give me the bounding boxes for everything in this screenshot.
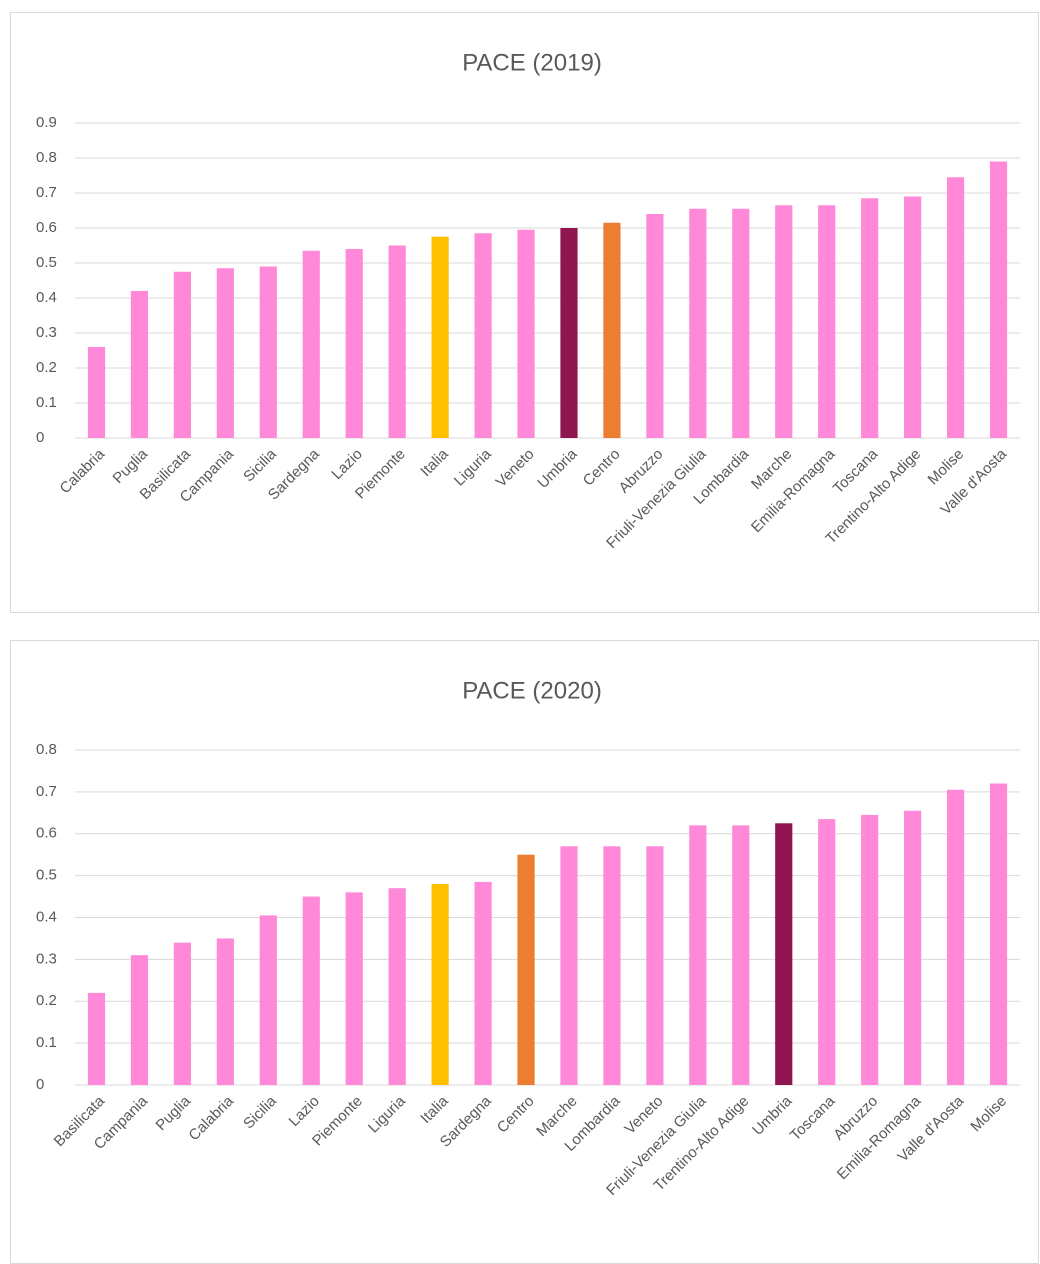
- bar: [474, 881, 492, 1085]
- bar: [603, 222, 621, 438]
- chart-title: PACE (2020): [462, 677, 602, 704]
- y-tick-label: 0.5: [36, 867, 57, 884]
- bar: [732, 825, 750, 1085]
- bar: [130, 955, 149, 1085]
- bar: [603, 846, 621, 1085]
- y-tick-label: 0.4: [36, 289, 57, 306]
- bar: [775, 823, 793, 1085]
- bar: [431, 884, 449, 1085]
- bar: [989, 161, 1008, 438]
- y-tick-label: 0.1: [36, 1034, 57, 1051]
- y-tick-label: 0.1: [36, 394, 57, 411]
- y-tick-label: 0.9: [36, 114, 57, 131]
- bar: [388, 245, 406, 438]
- bar: [560, 228, 578, 438]
- bar: [173, 942, 191, 1085]
- bar: [302, 250, 320, 438]
- bar: [646, 846, 664, 1085]
- bar: [946, 177, 965, 438]
- y-tick-label: 0.2: [36, 992, 57, 1009]
- chart-title: PACE (2019): [462, 49, 602, 76]
- y-tick-label: 0.3: [36, 950, 57, 967]
- bar: [87, 992, 106, 1085]
- bar: [946, 789, 965, 1085]
- y-tick-label: 0.8: [36, 149, 57, 166]
- bar: [431, 236, 449, 438]
- bar: [302, 896, 320, 1085]
- y-tick-label: 0.6: [36, 219, 57, 236]
- bar: [517, 229, 535, 438]
- bar: [904, 196, 922, 438]
- bar: [216, 938, 234, 1085]
- bar: [775, 205, 793, 438]
- bar: [861, 198, 879, 438]
- y-tick-label: 0.7: [36, 783, 57, 800]
- bar: [517, 854, 535, 1085]
- y-tick-label: 0: [36, 429, 44, 446]
- y-tick-label: 0.8: [36, 741, 57, 758]
- bar: [989, 783, 1008, 1085]
- bar: [904, 810, 922, 1085]
- bar: [732, 208, 750, 438]
- bar: [646, 214, 664, 438]
- bar: [345, 892, 363, 1085]
- bar: [259, 915, 277, 1085]
- bar: [259, 266, 277, 438]
- y-tick-label: 0.4: [36, 908, 57, 925]
- bar: [861, 814, 879, 1085]
- bar: [87, 347, 106, 438]
- bar: [474, 233, 492, 438]
- bar: [818, 205, 836, 438]
- bar: [689, 208, 707, 438]
- bar: [216, 268, 234, 438]
- bar: [173, 271, 191, 438]
- y-tick-label: 0.6: [36, 825, 57, 842]
- bar: [345, 249, 363, 438]
- bar: [388, 888, 406, 1085]
- bar: [689, 825, 707, 1085]
- y-tick-label: 0.5: [36, 254, 57, 271]
- y-tick-label: 0.3: [36, 324, 57, 341]
- y-tick-label: 0.7: [36, 184, 57, 201]
- bar: [560, 846, 578, 1085]
- y-tick-label: 0: [36, 1076, 44, 1093]
- y-tick-label: 0.2: [36, 359, 57, 376]
- bar: [130, 291, 149, 438]
- bar: [818, 819, 836, 1085]
